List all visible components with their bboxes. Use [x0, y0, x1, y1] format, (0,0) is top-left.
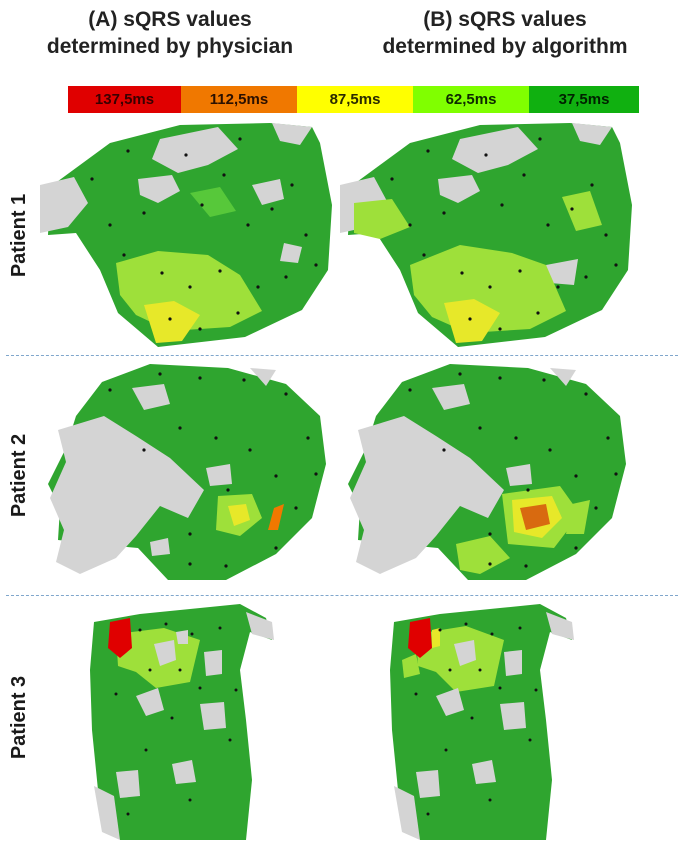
- lightgreen-region: [402, 654, 420, 678]
- gray-region: [280, 243, 302, 263]
- measurement-points: [90, 137, 318, 331]
- lightgreen-region: [354, 199, 410, 239]
- gray-region: [246, 612, 274, 640]
- gray-region: [132, 384, 170, 410]
- legend-cell-62: 62,5ms: [413, 86, 529, 113]
- column-title-line2: determined by physician: [46, 35, 294, 58]
- gray-region: [452, 127, 538, 173]
- gray-region: [438, 175, 480, 203]
- yellow-region: [444, 299, 500, 343]
- gray-region: [40, 177, 88, 233]
- gray-region: [250, 368, 276, 386]
- legend-cell-112: 112,5ms: [181, 86, 297, 113]
- activation-map-patient-3-physician: [90, 604, 274, 840]
- column-title-line1: (B) sQRS values: [423, 8, 587, 31]
- gray-region: [506, 464, 532, 486]
- gray-region: [176, 630, 188, 644]
- gray-region: [504, 650, 522, 676]
- activation-map-patient-2-physician: [48, 364, 326, 580]
- gray-region: [150, 538, 170, 556]
- column-title-line1: (A) sQRS values: [88, 8, 252, 31]
- gray-region: [550, 368, 576, 386]
- row-label-patient-3: Patient 3: [8, 675, 31, 760]
- measurement-points: [108, 372, 318, 568]
- gray-region: [572, 123, 612, 145]
- orange-region: [268, 504, 284, 530]
- measurement-points: [414, 622, 538, 816]
- activation-map-patient-1-algorithm: [340, 123, 632, 347]
- row-separator: [6, 355, 678, 356]
- gray-region: [252, 179, 284, 205]
- gray-region: [500, 702, 526, 730]
- gray-region: [472, 760, 496, 784]
- row-label-patient-1: Patient 1: [8, 193, 31, 277]
- heart-surface: [48, 123, 332, 347]
- gray-region: [204, 650, 222, 676]
- gray-region: [272, 123, 312, 145]
- legend-label: 37,5ms: [558, 91, 610, 108]
- activation-map-patient-2-algorithm: [348, 364, 626, 580]
- gray-region: [116, 770, 140, 798]
- gray-region: [138, 175, 180, 203]
- gray-region: [200, 702, 226, 730]
- gray-region: [454, 640, 476, 666]
- legend-cell-87: 87,5ms: [297, 86, 413, 113]
- legend-label: 137,5ms: [94, 91, 155, 108]
- legend-cell-37: 37,5ms: [529, 86, 639, 113]
- gray-region: [206, 464, 232, 486]
- legend-label: 112,5ms: [209, 91, 269, 108]
- column-title-physician: (A) sQRS values determined by physician: [10, 6, 330, 60]
- activation-map-patient-3-algorithm: [390, 604, 574, 840]
- measurement-points: [114, 622, 238, 816]
- gray-region: [416, 770, 440, 798]
- lightgreen-region: [562, 191, 602, 231]
- column-title-algorithm: (B) sQRS values determined by algorithm: [345, 6, 665, 60]
- legend-label: 62,5ms: [445, 91, 497, 108]
- gray-region: [394, 786, 420, 840]
- orange-region: [520, 504, 550, 530]
- gray-region: [546, 612, 574, 640]
- yellow-region: [432, 628, 440, 648]
- gray-region: [350, 416, 504, 574]
- gray-region: [136, 688, 164, 716]
- red-region: [108, 618, 132, 658]
- gray-region: [432, 384, 470, 410]
- gray-region: [546, 259, 578, 285]
- column-title-line2: determined by algorithm: [382, 35, 628, 58]
- gray-region: [152, 127, 238, 173]
- gray-region: [154, 640, 176, 666]
- yellow-region: [144, 301, 200, 343]
- gray-region: [50, 416, 204, 574]
- measurement-points: [390, 137, 618, 331]
- row-label-patient-2: Patient 2: [8, 433, 31, 517]
- measurement-points: [408, 372, 618, 568]
- lightgreen-region: [566, 500, 590, 534]
- lightgreen-region: [456, 536, 510, 574]
- yellow-region: [228, 504, 250, 526]
- row-separator: [6, 595, 678, 596]
- activation-map-patient-1-physician: [40, 123, 332, 347]
- legend-cell-137: 137,5ms: [68, 86, 181, 113]
- gray-region: [436, 688, 464, 716]
- color-legend: 137,5ms 112,5ms 87,5ms 62,5ms 37,5ms: [68, 86, 639, 113]
- red-region: [408, 618, 432, 658]
- gray-region: [172, 760, 196, 784]
- legend-label: 87,5ms: [329, 91, 381, 108]
- gray-region: [94, 786, 120, 840]
- lightgreen-region: [190, 187, 236, 217]
